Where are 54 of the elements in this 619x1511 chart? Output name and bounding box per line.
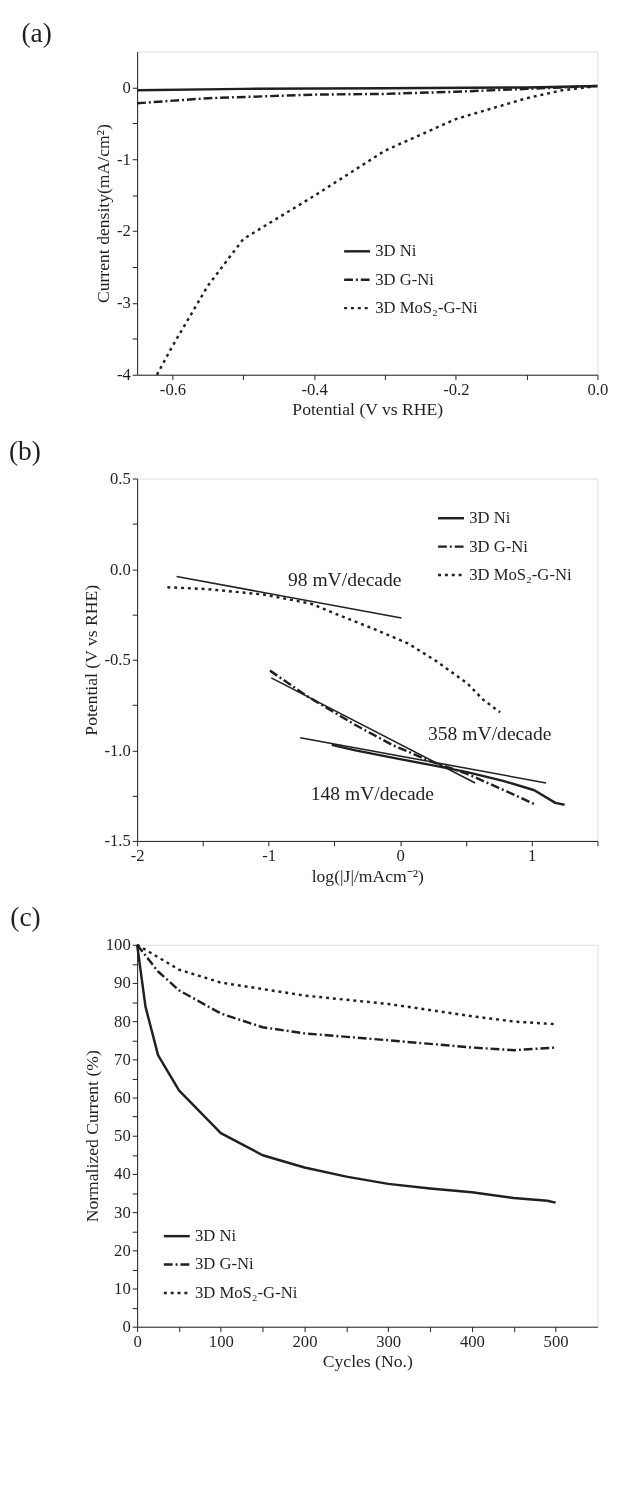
legend-label: 3D MoS₂-G-Ni <box>469 564 572 584</box>
legend-label: 3D Ni <box>375 241 417 261</box>
y-tick-label: -1 <box>116 149 131 169</box>
x-tick-label: 500 <box>543 1331 569 1351</box>
legend-label: 3D G-Ni <box>469 536 529 556</box>
y-tick-label: -3 <box>116 293 131 313</box>
y-axis-title: Normalized Current (%) <box>81 1050 102 1223</box>
x-tick-label: 0.0 <box>587 379 609 399</box>
y-axis-title: Current density(mA/cm²) <box>93 124 114 304</box>
annotation: 98 mV/decade <box>287 568 402 590</box>
y-tick-label: 70 <box>114 1049 131 1069</box>
x-axis-title: log(|J|/mAcm⁻²) <box>311 865 425 886</box>
chart-title: (a) <box>21 17 52 48</box>
legend-label: 3D Ni <box>194 1226 237 1246</box>
annotation: 148 mV/decade <box>310 782 435 804</box>
x-tick-label: 0 <box>396 846 405 866</box>
x-tick-label: -0.6 <box>159 379 187 399</box>
y-tick-label: -1.0 <box>104 740 131 760</box>
y-tick-label: 0 <box>122 77 131 97</box>
legend-label: 3D G-Ni <box>375 269 435 289</box>
x-tick-label: -0.2 <box>443 379 470 399</box>
y-tick-label: 20 <box>114 1240 131 1260</box>
y-tick-label: 50 <box>114 1126 131 1146</box>
y-tick-label: 0 <box>122 1317 131 1337</box>
y-axis-title: Potential (V vs RHE) <box>80 584 101 736</box>
x-tick-label: -0.4 <box>301 379 329 399</box>
y-tick-label: 0.5 <box>109 468 131 488</box>
y-tick-label: 90 <box>114 973 131 993</box>
legend-label: 3D Ni <box>469 508 511 528</box>
x-tick-label: 200 <box>292 1331 318 1351</box>
y-tick-label: 40 <box>114 1164 131 1184</box>
x-axis-title: Potential (V vs RHE) <box>292 399 444 420</box>
y-tick-label: 0.0 <box>109 559 131 579</box>
chart-title: (c) <box>10 902 41 933</box>
y-tick-label: -1.5 <box>104 831 131 851</box>
x-tick-label: -1 <box>262 846 277 866</box>
y-tick-label: -2 <box>116 221 131 241</box>
x-tick-label: 100 <box>208 1331 234 1351</box>
x-axis-title: Cycles (No.) <box>322 1351 413 1372</box>
y-tick-label: 80 <box>114 1011 131 1031</box>
y-tick-label: 10 <box>114 1278 131 1298</box>
y-tick-label: -0.5 <box>104 650 131 670</box>
y-tick-label: 100 <box>105 935 131 955</box>
legend-label: 3D MoS₂-G-Ni <box>375 298 479 318</box>
y-tick-label: 60 <box>114 1087 131 1107</box>
x-tick-label: 300 <box>376 1331 402 1351</box>
y-tick-label: -4 <box>116 365 132 385</box>
legend-label: 3D G-Ni <box>194 1254 254 1274</box>
legend-label: 3D MoS₂-G-Ni <box>194 1282 298 1302</box>
chart-title: (b) <box>8 435 41 466</box>
x-tick-label: 1 <box>528 846 537 866</box>
x-tick-label: 400 <box>459 1331 485 1351</box>
annotation: 358 mV/decade <box>428 722 552 744</box>
y-tick-label: 30 <box>114 1202 131 1222</box>
